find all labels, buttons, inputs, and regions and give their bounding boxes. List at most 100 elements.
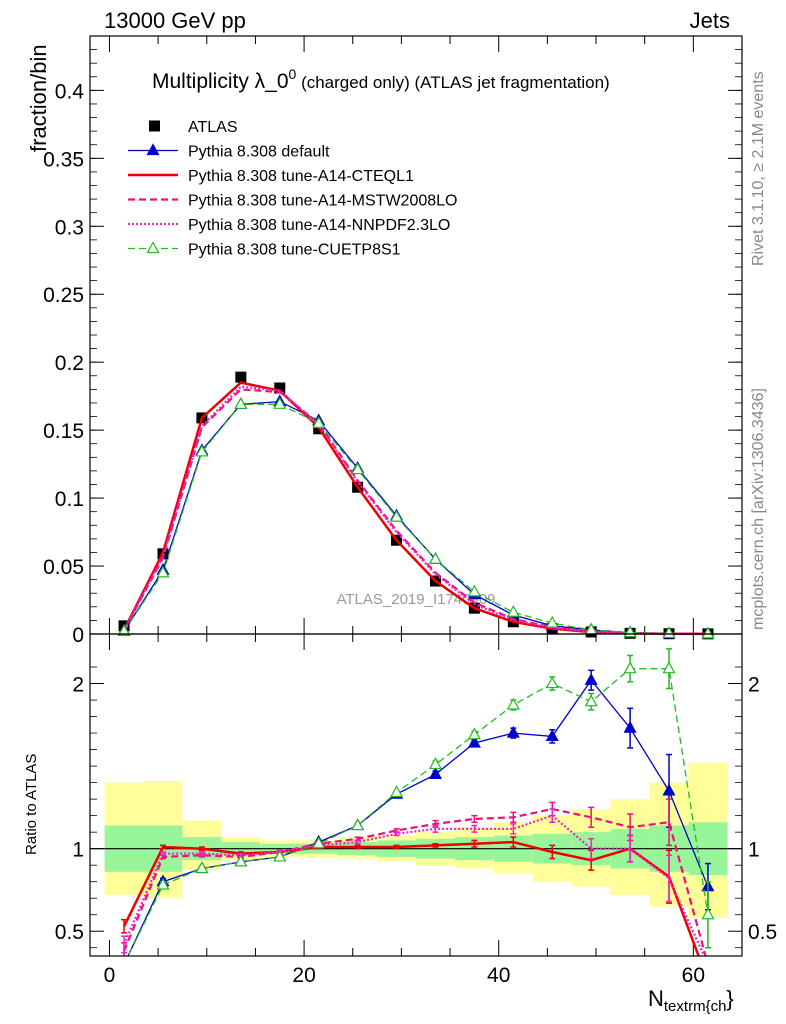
legend-label-cuetp: Pythia 8.308 tune-CUETP8S1 <box>188 242 401 259</box>
ratio-point-cuetp <box>195 861 209 874</box>
legend-marker-default <box>146 143 160 156</box>
x-axis-label: Ntextrm{ch} <box>648 986 734 1015</box>
legend-label-cteql1: Pythia 8.308 tune-A14-CTEQL1 <box>188 168 414 185</box>
x-axis-label-main: N <box>648 986 664 1011</box>
ratio-y-tick-label-right: 2 <box>748 674 760 697</box>
main-point-cuetp <box>312 416 326 428</box>
main-y-tick-label: 0.05 <box>43 556 84 579</box>
ratio-point-default <box>428 767 442 779</box>
ratio-point-cuetp <box>467 727 481 740</box>
ratio-point-default <box>623 720 637 733</box>
ratio-point-cuetp <box>662 661 676 674</box>
ratio-point-cuetp <box>119 958 130 968</box>
ratio-point-cuetp <box>273 849 287 862</box>
ratio-y-tick-label: 1 <box>72 839 84 862</box>
ratio-point-cuetp <box>234 854 248 867</box>
main-point-cuetp <box>156 565 170 578</box>
ratio-y-tick-label-right: 0.5 <box>748 921 777 944</box>
ratio-series-group <box>119 648 715 968</box>
header-right: Jets <box>690 8 730 33</box>
main-point-cuetp <box>117 624 131 636</box>
ratio-x-tick-label: 40 <box>487 964 510 987</box>
legend-label-default: Pythia 8.308 default <box>188 144 330 161</box>
ratio-data-marks <box>119 648 715 968</box>
ratio-uncertainty-bands <box>90 762 742 919</box>
main-y-tick-label: 0.35 <box>43 148 84 171</box>
ratio-point-cuetp <box>545 676 559 689</box>
legend-swatch-atlas <box>149 120 160 132</box>
main-point-cuetp <box>234 397 248 409</box>
ratio-point-cuetp <box>156 877 170 890</box>
mcplots-label: mcplots.cern.ch [arXiv:1306.3436] <box>750 388 767 630</box>
ratio-point-cuetp <box>584 694 598 707</box>
ratio-point-cuetp <box>506 697 520 710</box>
main-point-cuetp <box>273 397 287 409</box>
ratio-x-tick-label: 20 <box>292 964 315 987</box>
main-point-cuetp <box>467 584 481 597</box>
main-y-tick-label: 0 <box>72 624 84 647</box>
ratio-point-default <box>119 958 130 968</box>
header-left: 13000 GeV pp <box>104 8 246 33</box>
ratio-point-cuetp <box>623 661 637 674</box>
x-axis-label-tail: } <box>726 986 733 1011</box>
main-panel: 00.050.10.150.20.250.30.350.4 ATLAS_2019… <box>43 35 743 647</box>
ratio-x-tick-label: 60 <box>682 964 705 987</box>
main-data-marks <box>117 371 715 640</box>
main-point-cuetp <box>701 626 715 639</box>
main-point-cuetp <box>428 552 442 564</box>
ratio-point-default <box>662 783 676 796</box>
main-y-tick-label: 0.2 <box>55 352 84 375</box>
chart-title-main: Multiplicity λ_0 <box>152 70 289 93</box>
legend-marker-cuetp <box>146 241 160 254</box>
main-y-tick-label: 0.3 <box>55 216 84 239</box>
main-y-tick-label: 0.1 <box>55 488 84 511</box>
y-axis-label-top: fraction/bin <box>26 44 51 152</box>
chart-title: Multiplicity λ_00 (charged only) (ATLAS … <box>152 66 610 93</box>
ratio-point-default <box>506 725 520 738</box>
legend-label-mstw: Pythia 8.308 tune-A14-MSTW2008LO <box>188 193 457 210</box>
main-atlas-point <box>274 382 286 394</box>
ratio-point-cuetp <box>312 836 326 849</box>
main-point-cuetp <box>351 462 365 475</box>
main-point-cuetp <box>545 615 559 628</box>
main-point-cuetp <box>506 605 520 617</box>
ratio-point-default <box>467 735 481 748</box>
ratio-y-tick-label: 2 <box>72 674 84 697</box>
ratio-axis-ticks: 0.5 0.51 12 20 20 40 60 <box>55 634 777 987</box>
main-atlas-point <box>235 371 247 383</box>
ratio-series-line-default <box>127 679 709 956</box>
ratio-y-tick-label-right: 1 <box>748 839 760 862</box>
chart-title-rest: (charged only) (ATLAS jet fragmentation) <box>296 73 609 92</box>
legend: ATLAS Pythia 8.308 default Pythia 8.308 tu… <box>128 119 457 259</box>
ratio-frame <box>89 633 743 957</box>
main-axis-ticks: 0 0.05 0.1 0.15 0.2 0.25 0.3 0.35 0.4 <box>43 36 742 647</box>
main-y-tick-label: 0.15 <box>43 420 84 443</box>
rivet-label: Rivet 3.1.10, ≥ 2.1M events <box>750 71 767 266</box>
legend-label-nnpdf: Pythia 8.308 tune-A14-NNPDF2.3LO <box>188 217 450 234</box>
ratio-x-tick-label: 0 <box>104 964 116 987</box>
ratio-series-line-nnpdf <box>123 814 706 956</box>
ratio-series-line-cteql1 <box>122 840 700 956</box>
ratio-point-default <box>545 729 559 741</box>
ratio-point-cuetp <box>351 818 365 831</box>
ratio-y-tick-label: 0.5 <box>55 921 84 944</box>
y-axis-label-bottom: Ratio to ATLAS <box>23 754 40 855</box>
legend-label-atlas: ATLAS <box>188 119 238 136</box>
ratio-point-cuetp <box>701 907 715 920</box>
chart-title-sup: 0 <box>289 66 297 82</box>
ratio-panel: 0.5 0.51 12 20 20 40 60 <box>55 633 777 987</box>
main-y-tick-label: 0.25 <box>43 284 84 307</box>
ratio-point-default <box>584 672 598 685</box>
main-y-tick-label: 0.4 <box>55 80 85 103</box>
ratio-point-cuetp <box>428 757 442 770</box>
x-axis-label-sub: textrm{ch <box>664 998 727 1015</box>
ratio-series-line-cuetp <box>127 668 709 956</box>
main-point-cuetp <box>195 444 209 457</box>
main-point-cuetp <box>662 626 676 639</box>
ratio-series-line-mstw <box>123 807 707 956</box>
main-series-line-default <box>123 400 708 635</box>
main-series-line-nnpdf <box>123 385 708 636</box>
ratio-point-cuetp <box>390 785 404 798</box>
main-point-cuetp <box>390 509 404 522</box>
